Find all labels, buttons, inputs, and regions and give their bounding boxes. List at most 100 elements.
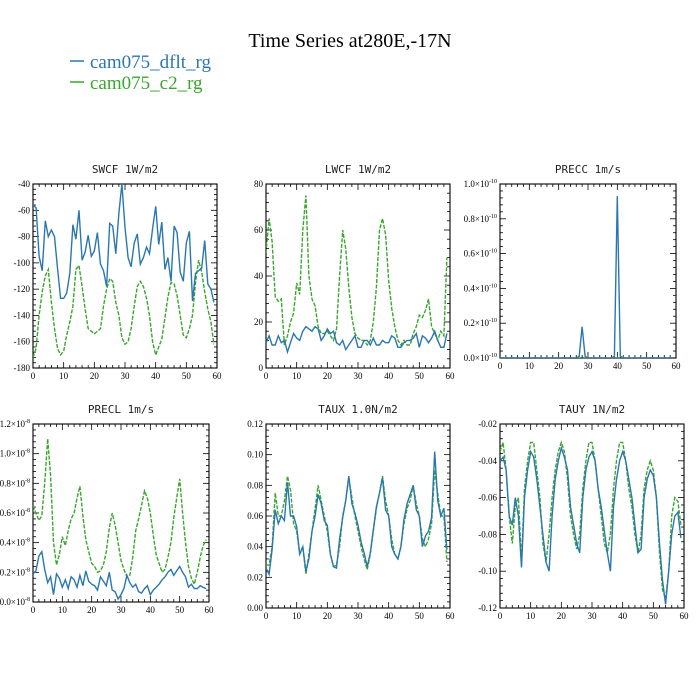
y-tick-mantissa: 0.2 xyxy=(464,318,475,328)
x-tick-label: 40 xyxy=(151,371,161,381)
y-tick-exponent: -10 xyxy=(489,353,497,359)
y-tick-label: 20 xyxy=(254,317,264,327)
y-tick-label: 0.10 xyxy=(247,450,263,460)
series-line-cam075_dflt_rg xyxy=(33,184,215,303)
panel-2: LWCF 1W/m2 0 10 20 30 40 50 60 0 20 40 60 80 xyxy=(254,163,455,381)
y-tick-exponent: -10 xyxy=(489,249,497,255)
plot-frame xyxy=(265,183,451,369)
y-tick-times: × xyxy=(475,179,480,189)
panel-title: LWCF 1W/m2 xyxy=(325,163,391,176)
x-tick-label: 10 xyxy=(292,611,302,621)
panel-title: TAUY 1N/m2 xyxy=(559,403,625,416)
x-tick-label: 30 xyxy=(584,361,594,371)
plot-frame xyxy=(32,183,218,369)
x-tick-label: 20 xyxy=(90,371,100,381)
y-tick-label: 1.2×10-8 xyxy=(0,419,30,429)
y-tick-times: × xyxy=(11,538,16,548)
x-tick-label: 30 xyxy=(121,371,131,381)
x-tick-label: 10 xyxy=(526,611,536,621)
x-tick-label: 60 xyxy=(213,371,223,381)
x-tick-label: 50 xyxy=(175,605,185,615)
x-tick-label: 20 xyxy=(554,361,564,371)
y-tick-label: 0.6×10-10 xyxy=(464,249,497,259)
x-tick-label: 20 xyxy=(557,611,567,621)
x-tick-label: 60 xyxy=(446,371,456,381)
y-tick-exponent: -8 xyxy=(25,597,30,603)
series-line-cam075_c2_rg xyxy=(266,195,448,347)
x-tick-label: 10 xyxy=(292,371,302,381)
y-tick-label: 0.2×10-8 xyxy=(0,567,30,577)
y-tick-mantissa: 0.0 xyxy=(0,597,11,607)
panel-6: TAUY 1N/m2 0 10 20 30 40 50 60 -0.12 -0.10 -0.08 -0… xyxy=(478,403,689,621)
y-tick-exponent: -8 xyxy=(25,567,30,573)
y-tick-base: 10 xyxy=(480,353,490,363)
y-tick-base: 10 xyxy=(16,597,26,607)
x-tick-label: 0 xyxy=(498,361,503,371)
y-tick-label: -140 xyxy=(14,310,31,320)
x-tick-label: 40 xyxy=(146,605,156,615)
y-tick-times: × xyxy=(475,214,480,224)
y-tick-label: 0.00 xyxy=(247,603,263,613)
y-tick-times: × xyxy=(11,597,16,607)
x-tick-label: 60 xyxy=(446,611,456,621)
y-tick-times: × xyxy=(11,419,16,429)
panel-1: SWCF 1W/m2 0 10 20 30 40 50 60 -180 -160 -140 -120 -… xyxy=(14,163,223,381)
y-tick-label: -100 xyxy=(14,258,31,268)
y-tick-label: -0.02 xyxy=(478,419,497,429)
panel-title: PRECL 1m/s xyxy=(88,403,154,416)
y-tick-label: -0.06 xyxy=(478,493,497,503)
y-tick-label: -80 xyxy=(18,232,30,242)
y-tick-base: 10 xyxy=(480,179,490,189)
y-tick-label: 0.0×10-10 xyxy=(464,353,497,363)
y-tick-base: 10 xyxy=(16,567,26,577)
y-tick-label: -0.12 xyxy=(478,603,497,613)
x-tick-label: 0 xyxy=(264,611,269,621)
figure-title: Time Series at280E,-17N xyxy=(248,30,451,52)
x-tick-label: 0 xyxy=(31,371,36,381)
x-tick-label: 50 xyxy=(649,611,659,621)
x-tick-label: 10 xyxy=(525,361,535,371)
y-tick-base: 10 xyxy=(480,214,490,224)
y-tick-label: -60 xyxy=(18,205,30,215)
y-tick-label: 0.06 xyxy=(247,511,263,521)
y-tick-label: 0.4×10-8 xyxy=(0,538,30,548)
series-line-cam075_c2_rg xyxy=(33,260,215,358)
y-tick-mantissa: 0.8 xyxy=(0,478,11,488)
x-tick-label: 60 xyxy=(672,361,682,371)
x-tick-label: 0 xyxy=(31,605,36,615)
y-tick-base: 10 xyxy=(16,478,26,488)
x-tick-label: 40 xyxy=(384,611,394,621)
panel-3: PRECC 1m/s0 10 20 30 40 50 600.0×10-100.2×10-1… xyxy=(464,163,681,371)
y-tick-exponent: -10 xyxy=(489,318,497,324)
y-tick-mantissa: 0.4 xyxy=(0,538,11,548)
y-tick-base: 10 xyxy=(16,508,26,518)
y-tick-label: 40 xyxy=(254,271,264,281)
x-tick-label: 10 xyxy=(58,605,68,615)
y-tick-mantissa: 0.0 xyxy=(464,353,476,363)
y-tick-times: × xyxy=(475,283,480,293)
legend-entry-2: cam075_c2_rg xyxy=(70,73,203,94)
y-tick-times: × xyxy=(475,318,480,328)
y-tick-label: -0.10 xyxy=(478,566,497,576)
x-tick-label: 40 xyxy=(618,611,628,621)
y-tick-label: 0.08 xyxy=(247,480,263,490)
x-tick-label: 0 xyxy=(498,611,503,621)
x-tick-label: 50 xyxy=(642,361,652,371)
y-tick-mantissa: 0.6 xyxy=(0,508,11,518)
y-tick-exponent: -10 xyxy=(489,283,497,289)
plot-frame xyxy=(499,183,677,359)
y-tick-label: 0.12 xyxy=(247,419,263,429)
y-tick-label: 0.8×10-8 xyxy=(0,478,30,488)
series-line-cam075_dflt_rg xyxy=(266,451,448,577)
series-line-cam075_c2_rg xyxy=(500,440,682,600)
series-line-cam075_c2_rg xyxy=(33,438,207,587)
y-tick-label: 80 xyxy=(254,179,264,189)
x-tick-label: 50 xyxy=(182,371,192,381)
x-tick-label: 20 xyxy=(323,611,333,621)
y-tick-exponent: -10 xyxy=(489,214,497,220)
x-tick-label: 60 xyxy=(680,611,690,621)
y-tick-mantissa: 0.2 xyxy=(0,567,11,577)
y-tick-label: -0.08 xyxy=(478,529,497,539)
x-tick-label: 50 xyxy=(415,611,425,621)
